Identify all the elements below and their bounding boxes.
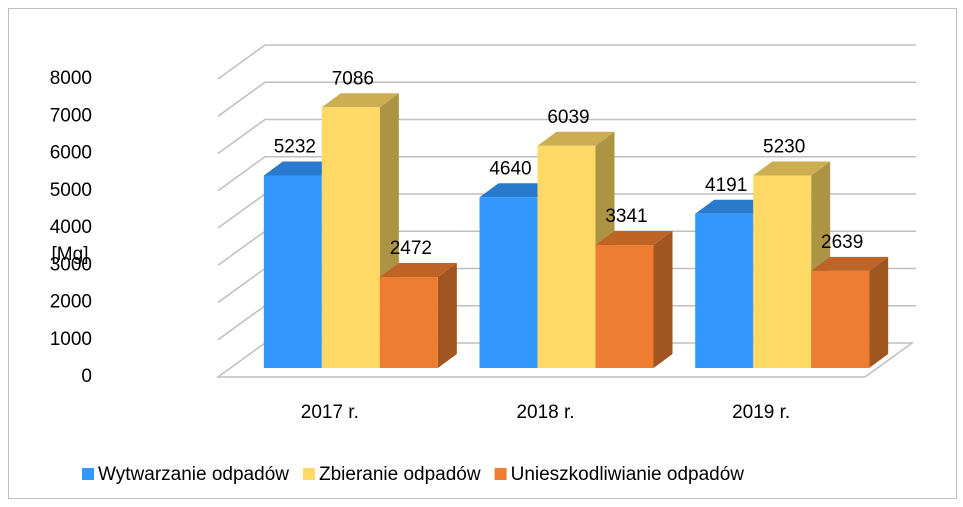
- grid-line: [217, 156, 916, 192]
- bar-top: [263, 161, 341, 176]
- bar-side: [437, 263, 457, 368]
- grid-line: [217, 44, 916, 80]
- bar-top: [537, 131, 615, 146]
- grid-line: [217, 118, 916, 155]
- x-tick-label: 2017 r.: [301, 402, 359, 423]
- legend-swatch: [82, 468, 94, 480]
- bar: [695, 213, 754, 368]
- x-tick-label: 2019 r.: [732, 402, 790, 423]
- bar: [479, 197, 538, 368]
- data-label: 5230: [763, 137, 805, 158]
- y-tick-label: 7000: [50, 105, 92, 126]
- data-label: 4191: [705, 175, 747, 196]
- bar-top: [753, 161, 831, 176]
- bar-top: [321, 93, 399, 108]
- bar: [595, 245, 654, 368]
- legend-label: Zbieranie odpadów: [319, 464, 481, 485]
- data-label: 4640: [489, 158, 531, 179]
- y-tick-label: 1000: [50, 329, 92, 350]
- data-label: 3341: [605, 206, 647, 227]
- legend-label: Wytwarzanie odpadów: [98, 464, 289, 485]
- bar: [811, 270, 870, 368]
- y-tick-label: 3000: [50, 254, 92, 275]
- data-label: 2639: [821, 232, 863, 253]
- bar: [537, 145, 596, 368]
- floor: [215, 342, 915, 378]
- legend-swatch: [302, 468, 315, 480]
- data-label: 2472: [390, 238, 432, 259]
- y-tick-label: 4000: [50, 217, 92, 238]
- data-label: 5232: [274, 136, 316, 157]
- bar-top: [811, 256, 889, 271]
- y-tick-label: 6000: [50, 143, 92, 164]
- bar: [379, 277, 438, 368]
- bar: [321, 107, 380, 368]
- legend-swatch: [494, 468, 507, 480]
- x-tick-label: 2018 r.: [516, 402, 574, 423]
- bar-top: [479, 183, 557, 198]
- data-label: 7086: [332, 68, 374, 89]
- y-axis-label: [Mg]: [52, 244, 89, 265]
- y-tick-label: 0: [81, 366, 92, 387]
- bar: [753, 175, 812, 368]
- data-label: 6039: [547, 107, 589, 128]
- y-tick-label: 2000: [50, 292, 92, 313]
- bar-top: [695, 199, 773, 214]
- bar-top: [595, 231, 673, 246]
- bar: [263, 175, 322, 368]
- bar-top: [379, 263, 457, 278]
- bar-side: [869, 256, 889, 368]
- y-tick-label: 8000: [50, 68, 92, 89]
- legend-label: Unieszkodliwianie odpadów: [511, 464, 745, 485]
- y-tick-label: 5000: [50, 180, 92, 201]
- bar-side: [653, 231, 673, 368]
- grid-line: [217, 81, 916, 117]
